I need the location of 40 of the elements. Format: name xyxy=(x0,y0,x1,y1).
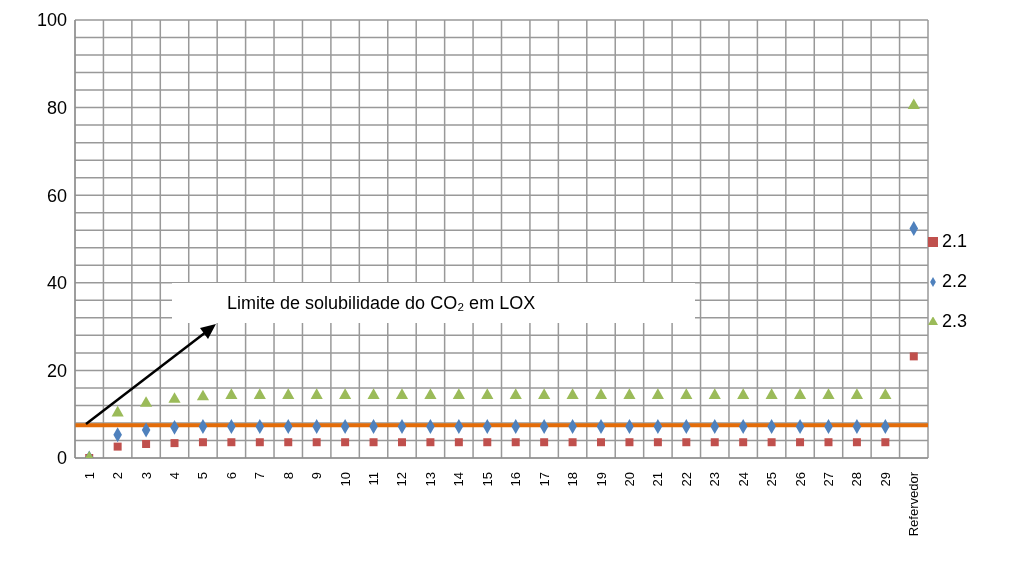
x-tick-label: 14 xyxy=(451,472,467,487)
y-tick-label: 100 xyxy=(36,10,67,31)
x-tick-label: 19 xyxy=(593,472,609,487)
x-tick-label: 9 xyxy=(309,472,325,480)
x-tick-label: 17 xyxy=(536,472,552,487)
y-tick-label: 80 xyxy=(46,97,67,118)
x-tick-label: Refervedor xyxy=(906,471,922,537)
x-tick-label: 1 xyxy=(81,472,97,480)
x-tick-label: 27 xyxy=(820,472,836,487)
x-tick-label: 25 xyxy=(764,472,780,487)
x-tick-label: 4 xyxy=(167,472,183,480)
x-tick-label: 5 xyxy=(195,472,211,480)
x-tick-label: 18 xyxy=(565,472,581,487)
legend-label: 2.1 xyxy=(942,230,968,251)
y-tick-label: 40 xyxy=(46,273,67,294)
x-tick-label: 15 xyxy=(479,472,495,487)
x-tick-label: 29 xyxy=(877,472,893,487)
x-tick-label: 3 xyxy=(138,472,154,480)
x-tick-label: 22 xyxy=(678,472,694,487)
x-tick-label: 20 xyxy=(621,472,637,487)
callout-box: Limite de solubilidade do CO₂ em LOX xyxy=(172,283,695,323)
x-tick-label: 6 xyxy=(223,472,239,480)
x-tick-label: 24 xyxy=(735,472,751,487)
x-tick-label: 23 xyxy=(707,472,723,487)
x-tick-label: 13 xyxy=(422,472,438,487)
legend-label: 2.3 xyxy=(942,310,968,331)
x-tick-label: 21 xyxy=(650,472,666,487)
x-tick-label: 2 xyxy=(110,472,126,480)
x-tick-label: 12 xyxy=(394,472,410,487)
legend-label: 2.2 xyxy=(942,270,968,291)
x-tick-label: 28 xyxy=(849,472,865,487)
y-tick-label: 0 xyxy=(56,448,67,469)
x-tick-label: 26 xyxy=(792,472,808,487)
x-tick-label: 16 xyxy=(508,472,524,487)
y-tick-label: 20 xyxy=(46,360,67,381)
y-tick-label: 60 xyxy=(46,185,67,206)
x-tick-label: 11 xyxy=(366,472,382,486)
x-tick-label: 8 xyxy=(280,472,296,480)
x-tick-label: 7 xyxy=(252,472,268,480)
x-tick-label: 10 xyxy=(337,472,353,487)
